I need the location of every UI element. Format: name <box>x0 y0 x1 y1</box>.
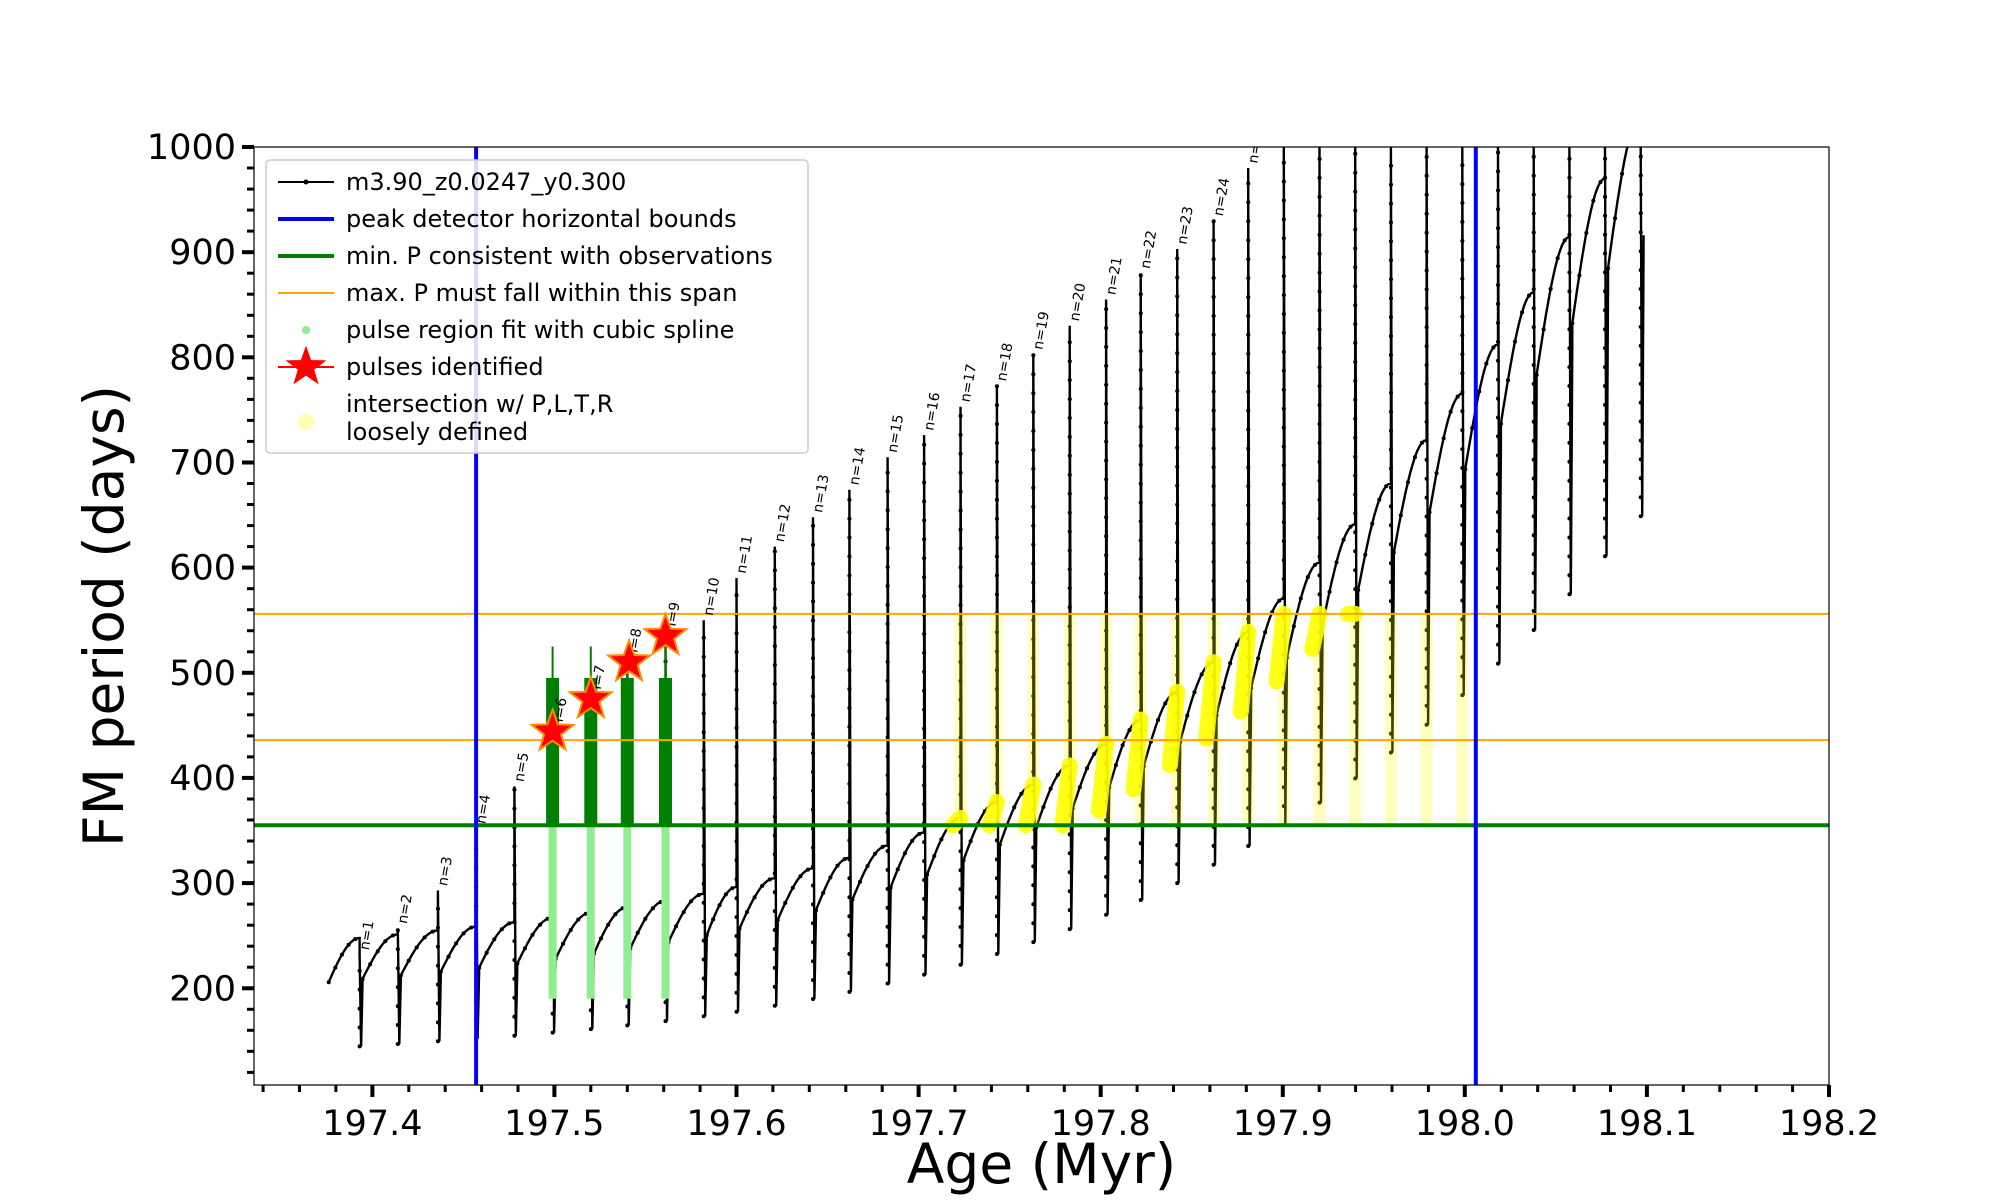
pulse-label: n=13 <box>810 473 832 514</box>
x-tick-label: 197.4 <box>322 1104 422 1144</box>
x-tick-label: 197.6 <box>686 1104 786 1144</box>
pulse-label: n=3 <box>435 855 456 887</box>
pulse-label: n=11 <box>734 534 756 575</box>
intersection-arc <box>1232 623 1257 720</box>
pulse-label: n=2 <box>395 893 416 925</box>
pulse-label: n=1 <box>357 919 378 951</box>
pulse-label: n=4 <box>473 793 494 825</box>
intersection-arc <box>981 794 1005 834</box>
pulse-star <box>605 637 653 683</box>
y-axis-label: FM period (days) <box>72 385 136 847</box>
y-tick-label: 900 <box>169 233 236 273</box>
pulse-label: n=25 <box>1245 124 1267 165</box>
legend-label: min. P consistent with observations <box>346 242 773 270</box>
intersection-arc <box>1090 736 1115 819</box>
legend-label: max. P must fall within this span <box>346 279 737 307</box>
x-tick-label: 198.2 <box>1779 1104 1879 1144</box>
pulse-label: n=14 <box>847 446 869 487</box>
pulse-star <box>528 706 577 752</box>
y-tick-label: 700 <box>169 444 236 484</box>
intersection-arc <box>1018 776 1042 834</box>
legend-box <box>265 159 809 454</box>
pulse-label: n=10 <box>701 576 723 617</box>
intersection-arc <box>1161 684 1186 773</box>
y-tick-label: 800 <box>169 338 236 378</box>
intersection-arc <box>1304 605 1328 657</box>
x-tick-label: 198.0 <box>1415 1104 1515 1144</box>
pulse-label: n=23 <box>1174 205 1196 246</box>
x-tick-label: 197.8 <box>1051 1104 1151 1144</box>
intersection-arc <box>1268 605 1292 690</box>
legend-handle-intersection <box>298 414 314 430</box>
axes: 197.4 197.5 197.6 197.7 197.8 197.9 198.0 198.1… <box>147 128 1879 1144</box>
x-tick-label: 197.7 <box>868 1104 968 1144</box>
y-tick-label: 400 <box>169 759 236 799</box>
pulse-label: n=15 <box>885 413 907 454</box>
y-tick-label: 600 <box>169 549 236 589</box>
pulse-star <box>641 611 690 657</box>
pulse-label: n=21 <box>1103 256 1125 297</box>
plot-frame <box>253 146 1830 1086</box>
legend-handle-star <box>285 345 327 385</box>
y-tick-label: 300 <box>169 864 236 904</box>
plot-data: n=1n=2n=3n=4n=5n=6n=7n=8n=9 n=10n=11n=12n… <box>254 124 1829 1085</box>
pulse-star <box>567 674 615 720</box>
track-markers <box>326 150 1643 1049</box>
legend-handle-spline <box>302 326 310 334</box>
pulse-label: n=18 <box>994 342 1016 383</box>
legend-label: loosely defined <box>346 418 528 446</box>
legend-label: pulse region fit with cubic spline <box>346 316 734 344</box>
pulse-label: n=17 <box>958 363 980 404</box>
legend-handle-track-marker <box>303 179 309 185</box>
pulse-label: n=5 <box>512 751 533 783</box>
x-tick-label: 197.9 <box>1233 1104 1333 1144</box>
intersection-arc <box>1125 711 1149 798</box>
y-tick-label: 500 <box>169 654 236 694</box>
pulse-label: n=12 <box>772 503 794 544</box>
legend-label: peak detector horizontal bounds <box>346 205 737 233</box>
legend-label: intersection w/ P,L,T,R <box>346 390 613 418</box>
x-axis-label: Age (Myr) <box>907 1132 1176 1196</box>
pulse-label: n=24 <box>1211 177 1233 218</box>
pulse-label: n=20 <box>1067 282 1089 323</box>
y-tick-label: 1000 <box>147 128 236 168</box>
intersection-arc <box>1198 654 1222 747</box>
x-tick-label: 198.1 <box>1597 1104 1697 1144</box>
pulse-label: n=22 <box>1138 229 1160 270</box>
pulse-label: n=19 <box>1030 310 1052 351</box>
pulse-label: n=16 <box>921 391 943 432</box>
legend-label: pulses identified <box>346 353 544 381</box>
x-tick-label: 197.5 <box>504 1104 604 1144</box>
legend-label: m3.90_z0.0247_y0.300 <box>346 168 626 196</box>
intersection-arc <box>1054 757 1078 834</box>
y-tick-label: 200 <box>169 969 236 1009</box>
